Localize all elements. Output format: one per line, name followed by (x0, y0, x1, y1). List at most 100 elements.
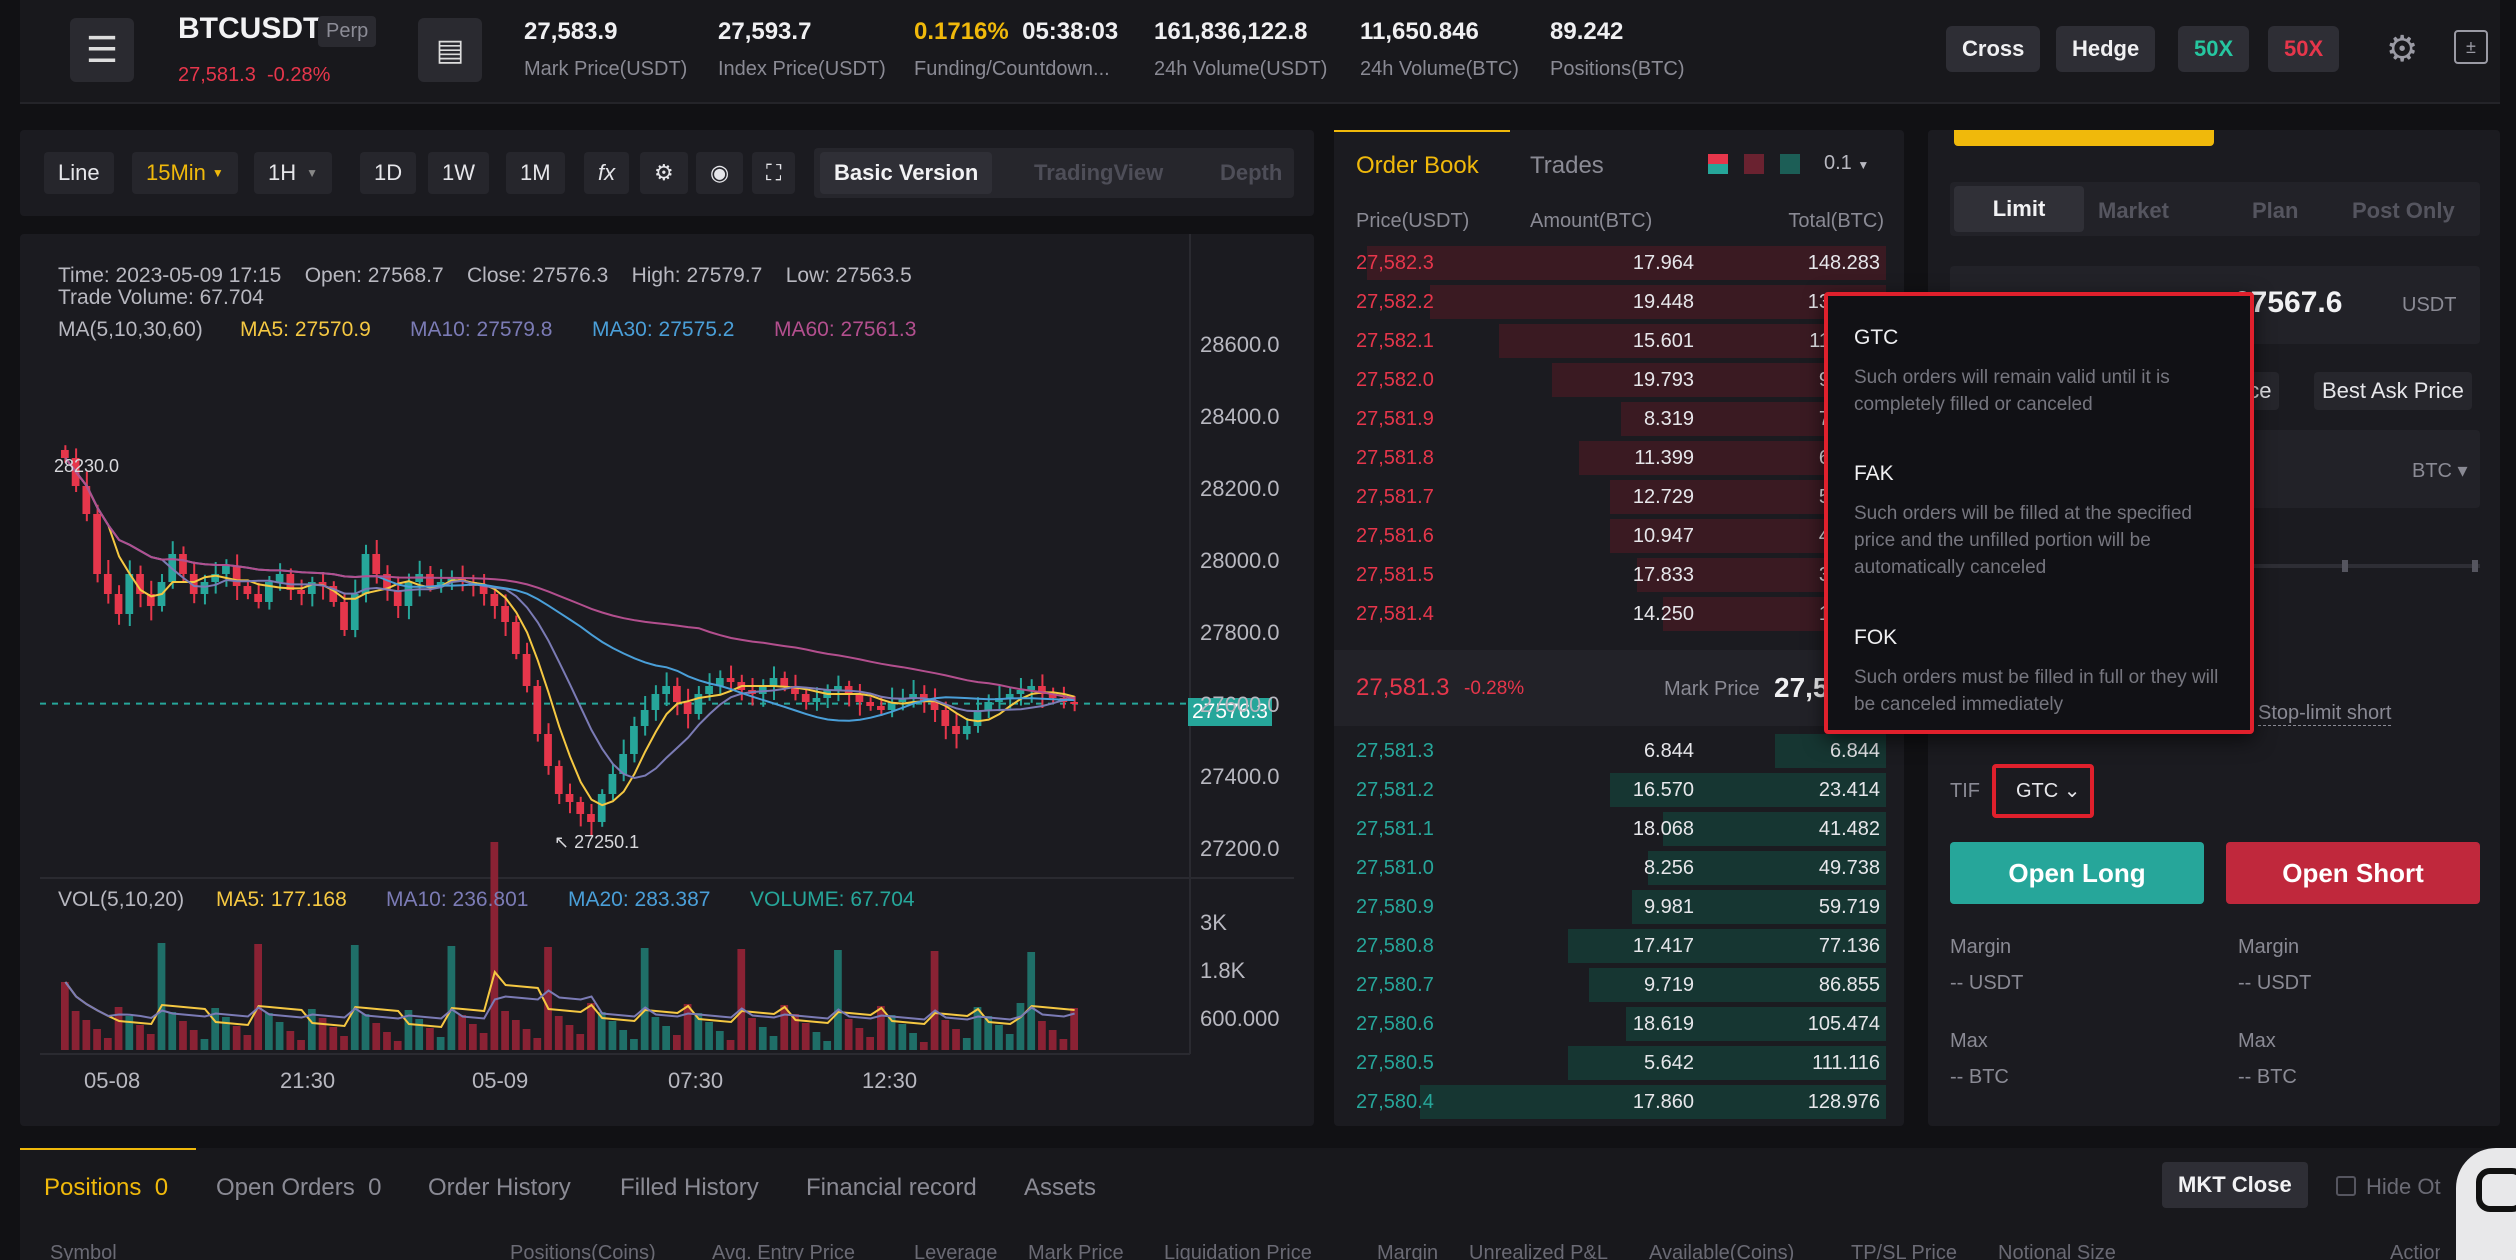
precision-select[interactable]: 0.1 ▼ (1824, 152, 1869, 175)
interval-1d[interactable]: 1D (360, 152, 417, 194)
column-header: Notional Size (1998, 1242, 2116, 1260)
ask-row[interactable]: 27,581.610.94743.030 (1356, 517, 1886, 555)
quantity-unit[interactable]: BTC ▾ (2412, 460, 2468, 482)
settings-gear-icon[interactable]: ⚙ (2386, 28, 2419, 69)
stat-value: 27,593.7 (718, 18, 812, 45)
tab-post-only[interactable]: Post Only (2352, 198, 2455, 223)
best-ask-price-button[interactable]: Best Ask Price (2314, 372, 2472, 410)
bid-row[interactable]: 27,581.0 8.256 49.738 (1356, 849, 1886, 887)
volume-bar (1027, 952, 1036, 1050)
position-mode-button[interactable]: Hedge (2056, 26, 2156, 72)
ask-row[interactable]: 27,581.517.83332.083 (1356, 556, 1886, 594)
long-max-label: Max (1950, 1030, 1988, 1052)
bid-row[interactable]: 27,581.1 18.068 41.482 (1356, 810, 1886, 848)
book-view-bids-icon[interactable] (1780, 154, 1800, 174)
tradingview-tab[interactable]: TradingView (1034, 160, 1164, 185)
interval-1m[interactable]: 1M (506, 152, 565, 194)
tab-filled-history[interactable]: Filled History (620, 1174, 759, 1201)
row-amount: 18.068 (1632, 818, 1694, 840)
row-price: 27,580.8 (1356, 935, 1434, 957)
candle (200, 582, 209, 594)
bid-row[interactable]: 27,580.5 5.642 111.116 (1356, 1044, 1886, 1082)
volume-bar (490, 842, 499, 1050)
symbol-name[interactable]: BTCUSDT (178, 12, 322, 45)
tab-open-orders[interactable]: Open Orders 0 (216, 1174, 381, 1202)
interval-1w[interactable]: 1W (428, 152, 489, 194)
tab-limit[interactable]: Limit (1954, 186, 2084, 232)
chart-settings-icon[interactable]: ⚙ (640, 152, 688, 194)
tab-financial-record[interactable]: Financial record (806, 1174, 977, 1201)
tif-option-gtc[interactable]: GTC Such orders will remain valid until … (1854, 326, 2234, 418)
long-max-value: -- BTC (1950, 1066, 2009, 1088)
ask-row[interactable]: 27,581.811.39967.158 (1356, 439, 1886, 477)
short-leverage-button[interactable]: 50X (2268, 26, 2340, 72)
menu-icon[interactable]: ☰ (70, 18, 134, 82)
tif-option-fok[interactable]: FOK Such orders must be filled in full o… (1854, 626, 2234, 718)
stop-limit-short-link[interactable]: Stop-limit short (2258, 702, 2392, 726)
row-price: 27,580.9 (1356, 896, 1434, 918)
volume-bar (758, 1027, 767, 1050)
row-total: 148.283 (1807, 252, 1880, 274)
bid-row[interactable]: 27,580.6 18.619 105.474 (1356, 1005, 1886, 1043)
book-view-both-icon[interactable] (1708, 154, 1728, 174)
bid-row[interactable]: 27,581.2 16.570 23.414 (1356, 771, 1886, 809)
open-short-button[interactable]: Open Short (2226, 842, 2480, 904)
tif-select[interactable]: GTC ⌄ (2016, 778, 2081, 803)
chart-panel[interactable]: Time: 2023-05-09 17:15 Open: 27568.7 Clo… (20, 234, 1314, 1126)
tab-assets[interactable]: Assets (1024, 1174, 1097, 1201)
bid-row[interactable]: 27,580.8 17.417 77.136 (1356, 927, 1886, 965)
tif-option-fak[interactable]: FAK Such orders will be filled at the sp… (1854, 462, 2234, 581)
tif-option-desc: Such orders will be filled at the specif… (1854, 503, 2192, 578)
trades-tab[interactable]: Trades (1530, 152, 1604, 179)
ask-row[interactable]: 27,582.019.79395.270 (1356, 361, 1886, 399)
order-book-tab[interactable]: Order Book (1356, 152, 1479, 179)
bid-row[interactable]: 27,580.4 17.860 128.976 (1356, 1083, 1886, 1121)
interval-select[interactable]: 15Min ▼ (132, 152, 238, 194)
column-header: Positions(Coins) (510, 1242, 656, 1260)
candle (329, 586, 338, 602)
tab-positions[interactable]: Positions 0 (44, 1174, 168, 1202)
row-amount: 9.719 (1643, 974, 1694, 996)
tab-indicator (1334, 130, 1510, 132)
fullscreen-icon[interactable]: ⛶ (752, 152, 796, 194)
volume-bar (995, 1025, 1003, 1050)
bid-row[interactable]: 27,580.9 9.981 59.719 (1356, 888, 1886, 926)
camera-icon[interactable]: ◉ (696, 152, 744, 194)
volume-bar (898, 1024, 907, 1050)
row-amount: 15.601 (1632, 330, 1694, 352)
ask-row[interactable]: 27,581.98.31975.477 (1356, 400, 1886, 438)
tab-market[interactable]: Market (2098, 198, 2169, 223)
calculator-icon[interactable]: ± (2454, 30, 2488, 64)
tab-order-history[interactable]: Order History (428, 1174, 571, 1201)
hide-other-checkbox[interactable] (2336, 1176, 2356, 1196)
row-price: 27,580.7 (1356, 974, 1434, 996)
book-view-asks-icon[interactable] (1744, 154, 1764, 174)
ask-row[interactable]: 27,581.414.25014.250 (1356, 595, 1886, 633)
volume-bar (973, 1007, 982, 1050)
long-leverage-button[interactable]: 50X (2178, 26, 2250, 72)
candle (125, 574, 134, 614)
bid-row[interactable]: 27,581.3 6.844 6.844 (1356, 732, 1886, 770)
tab-plan[interactable]: Plan (2252, 198, 2299, 223)
price-chart[interactable] (20, 234, 1314, 1126)
tif-option-name: GTC (1854, 326, 1899, 349)
ask-row[interactable]: 27,582.219.448130.319 (1356, 283, 1886, 321)
bid-row[interactable]: 27,580.7 9.719 86.855 (1356, 966, 1886, 1004)
open-long-button[interactable]: Open Long (1950, 842, 2204, 904)
line-button[interactable]: Line (44, 152, 114, 194)
ask-row[interactable]: 27,582.3 17.964 148.283 (1356, 244, 1886, 282)
indicator-fx-icon[interactable]: fx (584, 152, 630, 194)
margin-mode-button[interactable]: Cross (1946, 26, 2041, 72)
depth-tab[interactable]: Depth (1220, 160, 1283, 185)
ask-row[interactable]: 27,582.115.601110.871 (1356, 322, 1886, 360)
interval-1h[interactable]: 1H ▼ (254, 152, 333, 194)
basic-version-tab[interactable]: Basic Version (820, 152, 993, 194)
chat-support-button[interactable] (2456, 1148, 2516, 1260)
stat-value: 161,836,122.8 (1154, 18, 1308, 45)
tif-select-value: GTC (2016, 780, 2059, 802)
volume-bar (265, 1013, 273, 1050)
row-amount: 17.417 (1632, 935, 1694, 957)
ask-row[interactable]: 27,581.712.72955.759 (1356, 478, 1886, 516)
contract-info-icon[interactable]: ▤ (418, 18, 482, 82)
market-close-button[interactable]: MKT Close (2162, 1162, 2308, 1208)
